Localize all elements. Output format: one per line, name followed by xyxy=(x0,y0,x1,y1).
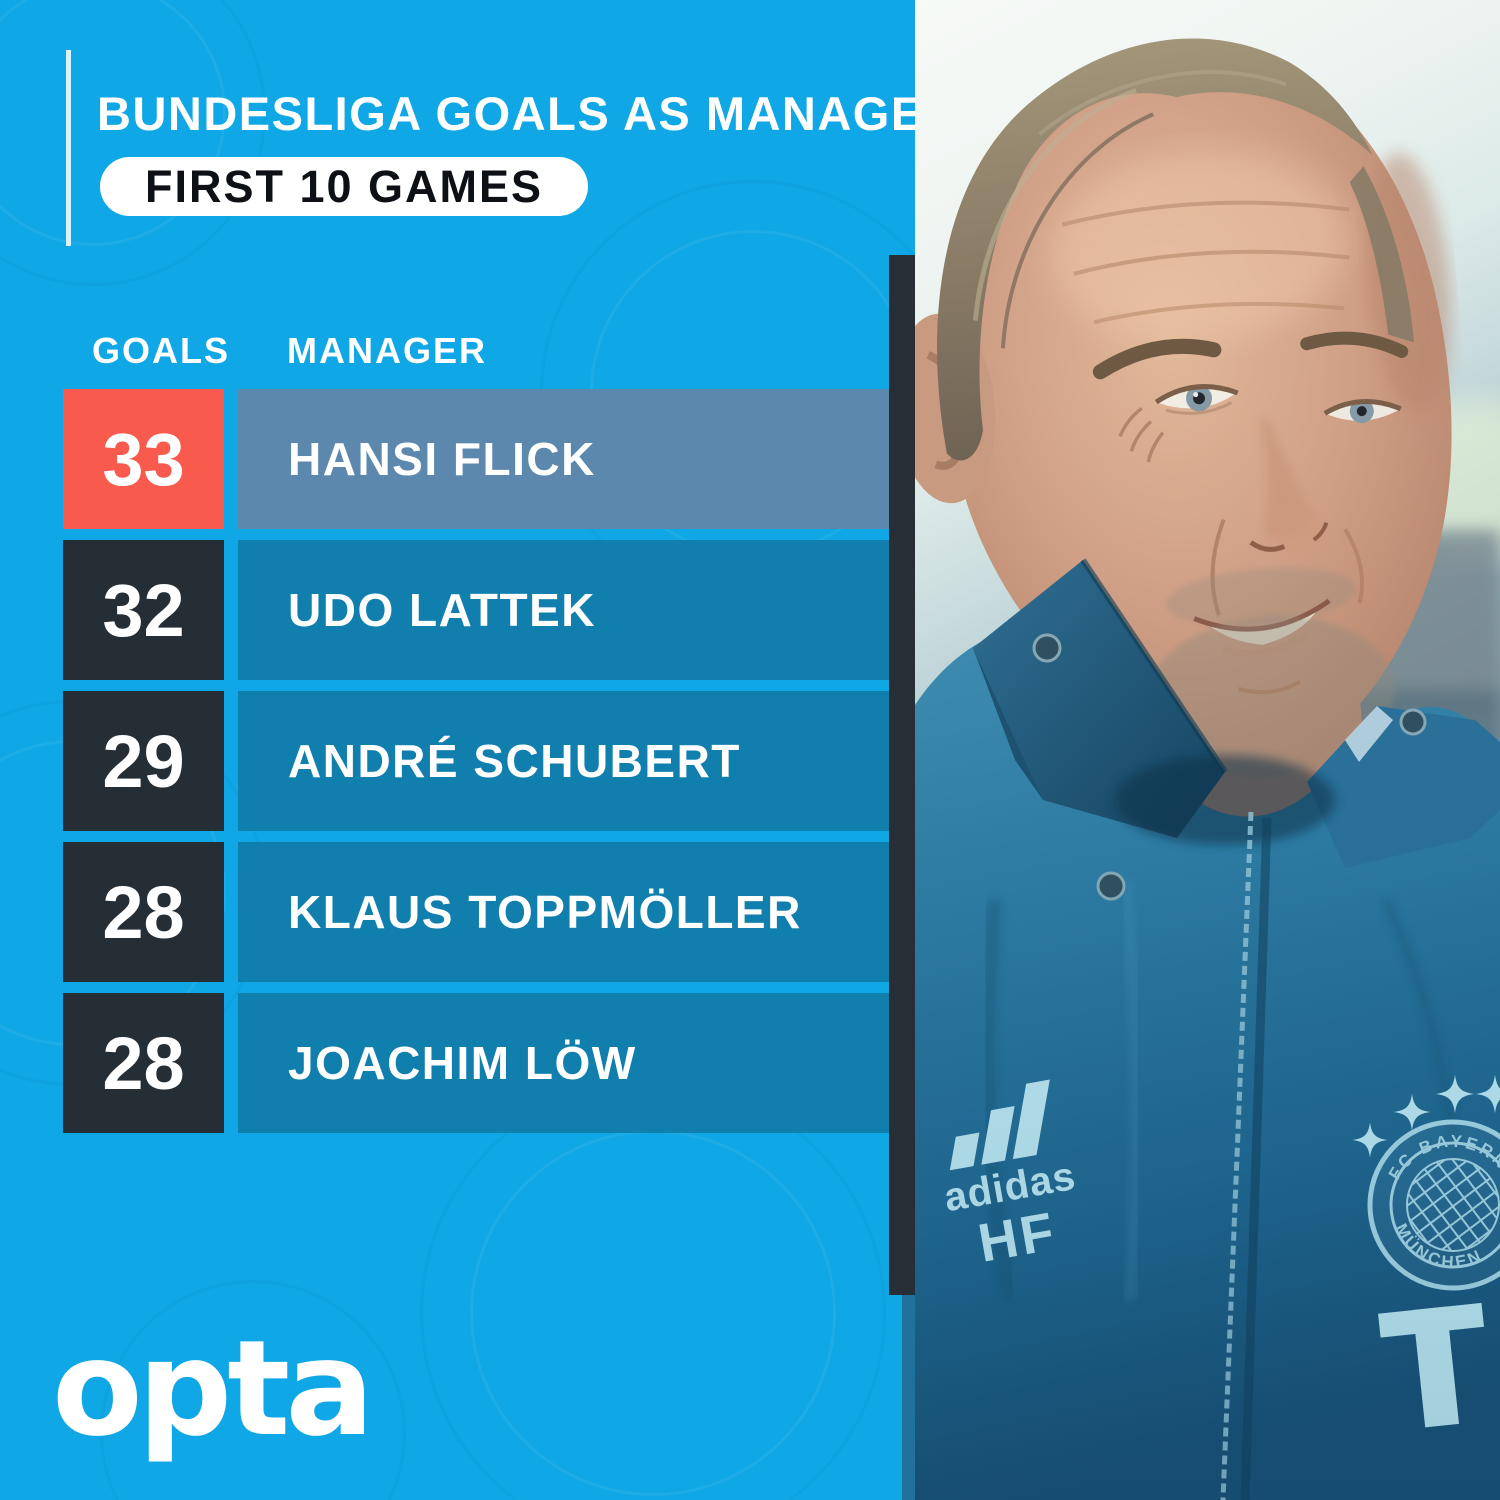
manager-bar: JOACHIM LÖW xyxy=(238,993,889,1133)
manager-bar: KLAUS TOPPMÖLLER xyxy=(238,842,889,982)
page-title: BUNDESLIGA GOALS AS MANAGER xyxy=(97,87,960,140)
table-rows: 33 HANSI FLICK 32 UDO LATTEK 29 ANDRÉ SC… xyxy=(63,389,889,1144)
table-row: 28 JOACHIM LÖW xyxy=(63,993,889,1133)
portrait-illustration: adidas HF FC BAYERN MÜNCHEN xyxy=(915,0,1500,1500)
photo-edge-extension xyxy=(902,1295,915,1500)
manager-name: ANDRÉ SCHUBERT xyxy=(288,735,741,787)
manager-name: JOACHIM LÖW xyxy=(288,1037,637,1089)
table-row: 29 ANDRÉ SCHUBERT xyxy=(63,691,889,831)
subtitle-pill-label: FIRST 10 GAMES xyxy=(144,160,544,212)
title-accent-line xyxy=(66,50,71,246)
photo-divider-strip xyxy=(889,255,915,1295)
opta-logo: opta xyxy=(52,1312,374,1466)
photo-color-cast xyxy=(915,0,1500,1500)
goals-value: 33 xyxy=(63,389,224,529)
table-row: 28 KLAUS TOPPMÖLLER xyxy=(63,842,889,982)
goals-value: 28 xyxy=(63,993,224,1133)
column-header-manager: MANAGER xyxy=(287,330,487,371)
manager-bar: ANDRÉ SCHUBERT xyxy=(238,691,889,831)
table-row: 32 UDO LATTEK xyxy=(63,540,889,680)
background-pattern-ring xyxy=(470,1130,836,1496)
manager-bar: HANSI FLICK xyxy=(238,389,889,529)
goals-value: 29 xyxy=(63,691,224,831)
goals-value: 28 xyxy=(63,842,224,982)
goals-value: 32 xyxy=(63,540,224,680)
column-header-goals: GOALS xyxy=(92,330,231,371)
subtitle-pill: FIRST 10 GAMES xyxy=(100,157,588,216)
manager-name: KLAUS TOPPMÖLLER xyxy=(288,886,802,938)
manager-photo: adidas HF FC BAYERN MÜNCHEN xyxy=(915,0,1500,1500)
manager-bar: UDO LATTEK xyxy=(238,540,889,680)
table-row: 33 HANSI FLICK xyxy=(63,389,889,529)
manager-name: UDO LATTEK xyxy=(288,584,597,636)
manager-name: HANSI FLICK xyxy=(288,433,596,485)
